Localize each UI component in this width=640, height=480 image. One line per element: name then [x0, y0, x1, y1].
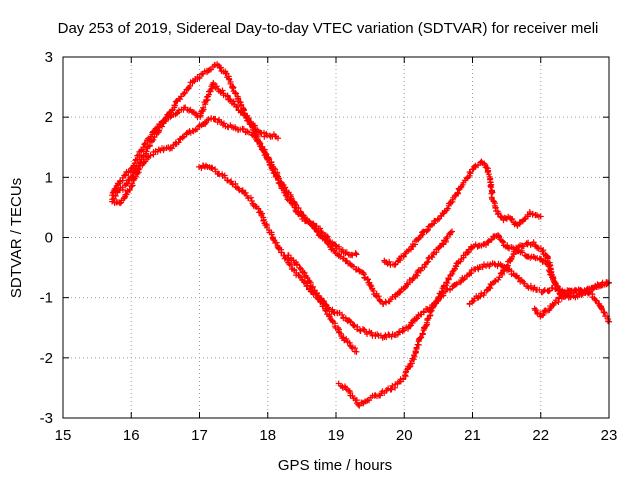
y-tick-label: 2 — [45, 109, 53, 126]
y-tick-label: 1 — [45, 169, 53, 186]
x-tick-label: 20 — [396, 427, 413, 444]
x-tick-label: 23 — [601, 427, 618, 444]
marker-trace — [111, 115, 456, 307]
x-tick-label: 15 — [55, 427, 72, 444]
x-tick-label: 22 — [532, 427, 549, 444]
y-tick-label: -2 — [40, 350, 53, 367]
series-track-9 — [531, 286, 612, 325]
marker-trace — [531, 286, 612, 325]
grid — [63, 57, 609, 418]
chart-title: Day 253 of 2019, Sidereal Day-to-day VTE… — [58, 20, 599, 37]
x-tick-label: 17 — [191, 427, 208, 444]
series-track-3 — [111, 115, 456, 307]
y-axis-label: SDTVAR / TECUs — [8, 178, 25, 298]
series-track-2 — [109, 79, 281, 199]
x-axis-label: GPS time / hours — [278, 457, 392, 474]
x-tick-label: 18 — [259, 427, 276, 444]
marker-trace — [381, 158, 544, 268]
y-tick-label: 0 — [45, 230, 53, 247]
x-tick-label: 16 — [123, 427, 140, 444]
axis-ticks — [62, 56, 610, 419]
marker-trace — [109, 79, 281, 199]
y-tick-label: 3 — [45, 49, 53, 66]
series-track-6 — [335, 232, 612, 409]
marker-trace — [196, 162, 360, 355]
marker-trace — [466, 239, 565, 308]
y-tick-label: -3 — [40, 410, 53, 427]
series-track-7 — [381, 158, 544, 268]
marker-trace — [335, 232, 612, 409]
series-track-4 — [196, 162, 360, 355]
x-tick-label: 21 — [464, 427, 481, 444]
data-marks — [109, 61, 612, 409]
y-tick-label: -1 — [40, 290, 53, 307]
series-track-8 — [466, 239, 565, 308]
x-tick-label: 19 — [328, 427, 345, 444]
